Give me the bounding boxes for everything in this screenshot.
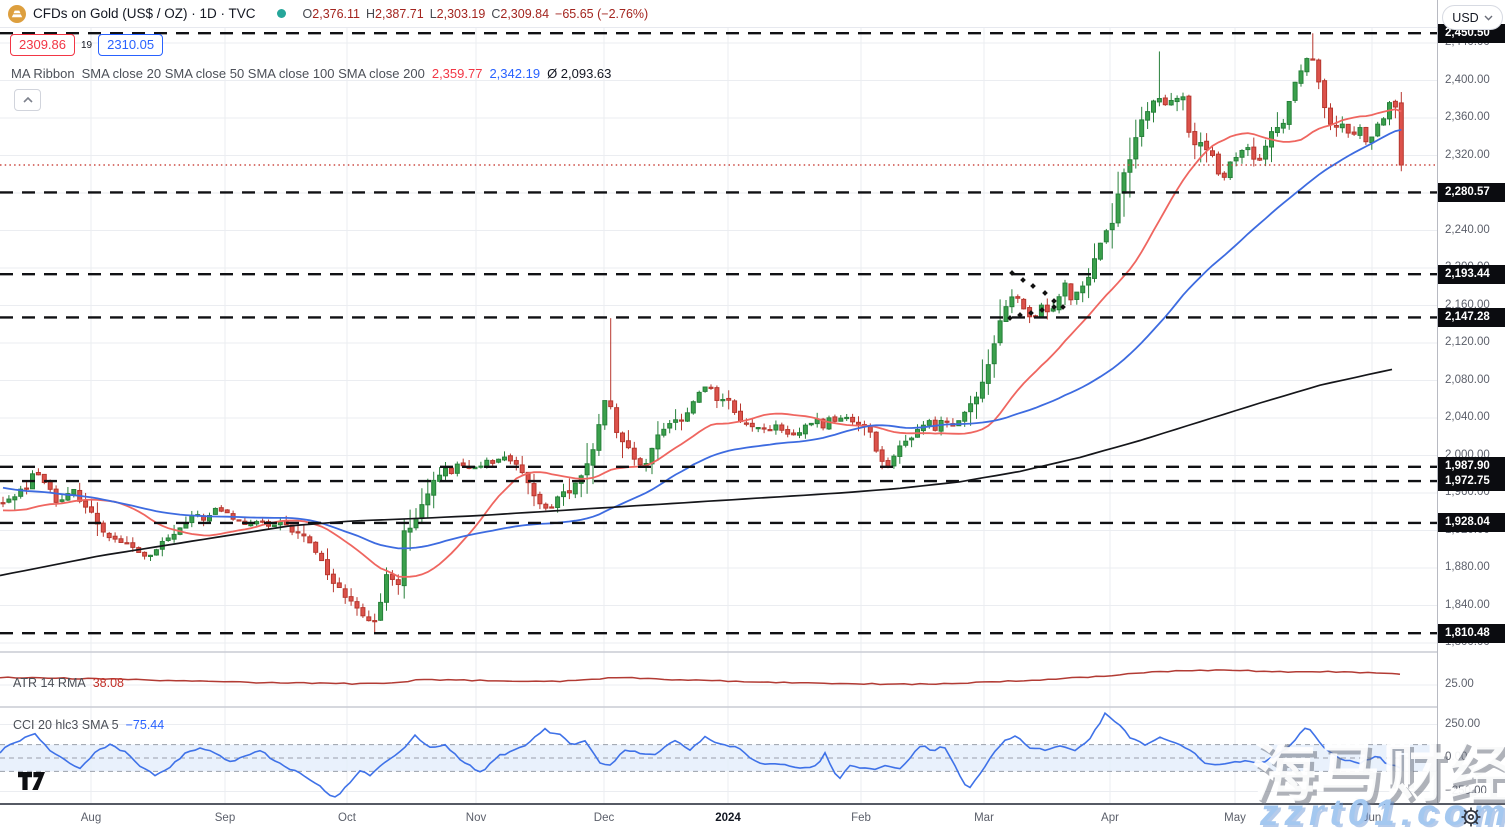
time-tick-feb: Feb (851, 812, 871, 824)
price-tick-label: 2,240.00 (1445, 223, 1490, 236)
atr-tick-label: 25.00 (1445, 678, 1474, 690)
time-tick-nov: Nov (465, 812, 487, 824)
price-level-badge[interactable]: 2,193.44 (1438, 264, 1505, 284)
chevron-up-icon (22, 97, 33, 103)
site-watermark-domain: zzrt01.com (1260, 792, 1505, 833)
time-tick-oct: Oct (338, 812, 356, 824)
ohlc-readout: O2,376.11 H2,387.71 L2,303.19 C2,309.84 … (302, 6, 649, 21)
price-tick-label: 2,160.00 (1445, 298, 1490, 311)
price-tick-label: 2,080.00 (1445, 373, 1490, 386)
price-tick-label: 2,400.00 (1445, 73, 1490, 86)
change-readout: −65.65 (−2.76%) (555, 6, 649, 21)
sma-average-value: Ø 2,093.63 (547, 66, 612, 81)
tradingview-logo-icon[interactable] (18, 772, 46, 791)
price-level-badge[interactable]: 2,147.28 (1438, 307, 1505, 327)
price-tick-label: 2,120.00 (1445, 336, 1490, 348)
price-tick-label: 2,040.00 (1445, 411, 1490, 423)
atr-line (0, 669, 1401, 686)
ma-ribbon-label: MA Ribbon (11, 66, 75, 81)
collapse-legend-button[interactable] (14, 89, 41, 111)
quote-row: 2309.86 19 2310.05 (10, 34, 164, 56)
time-tick-dec: Dec (593, 812, 615, 824)
cci-tick-label: 0.00 (1445, 751, 1468, 763)
price-axis[interactable]: USD 2,440.002,400.002,360.002,320.002,28… (1437, 0, 1505, 803)
sma-200-line (0, 368, 1393, 577)
time-tick-mar: Mar (974, 812, 994, 824)
annotation-dots (1007, 270, 1066, 321)
time-axis[interactable]: Aug Sep Oct Nov Dec 2024 Feb Mar Apr May Jun (0, 803, 1505, 833)
market-status-icon[interactable] (276, 9, 286, 18)
price-tick-label: 1,880.00 (1445, 561, 1490, 573)
price-level-badge[interactable]: 1,928.04 (1438, 513, 1505, 533)
ma-ribbon-params: SMA close 20 SMA close 50 SMA close 100 … (81, 66, 425, 81)
spread-value: 19 (81, 39, 93, 51)
currency-label: USD (1452, 10, 1479, 25)
cci-value: −75.44 (125, 718, 165, 732)
sma-50-line (2, 128, 1402, 550)
time-tick-jun: Jun (1362, 812, 1382, 824)
sma50-value: 2,342.19 (489, 66, 541, 81)
gold-symbol-icon[interactable] (8, 4, 26, 23)
price-level-badge[interactable]: 1,810.48 (1438, 623, 1505, 643)
price-tick-label: 1,840.00 (1445, 598, 1490, 611)
gear-icon[interactable] (1460, 806, 1482, 828)
price-chart-canvas[interactable] (0, 0, 1437, 803)
price-tick-label: 2,320.00 (1445, 148, 1490, 161)
cci-label: CCI 20 hlc3 SMA 5 (13, 718, 119, 732)
price-level-badge[interactable]: 2,280.57 (1438, 182, 1505, 202)
time-tick-apr: Apr (1101, 812, 1119, 824)
sma-20-line (2, 108, 1402, 578)
symbol-title[interactable]: CFDs on Gold (US$ / OZ) · 1D · TVC (33, 6, 256, 21)
atr-legend[interactable]: ATR 14 RMA 38.08 (13, 676, 124, 690)
time-tick-sep: Sep (214, 812, 236, 824)
currency-button[interactable]: USD (1442, 5, 1503, 30)
time-tick-aug: Aug (80, 812, 102, 824)
time-tick-2024: 2024 (715, 812, 741, 824)
grid-lines (0, 28, 1437, 803)
chevron-down-icon (1484, 15, 1493, 21)
price-level-lines[interactable] (0, 31, 1437, 635)
ma-ribbon-legend[interactable]: MA Ribbon SMA close 20 SMA close 50 SMA … (11, 66, 611, 81)
cci-band (0, 744, 1437, 772)
candlestick-series (0, 33, 1404, 634)
price-level-badge[interactable]: 1,972.75 (1438, 471, 1505, 491)
sma20-value: 2,359.77 (431, 66, 483, 81)
ask-badge[interactable]: 2310.05 (98, 34, 164, 56)
site-watermark-cjk: 海马财经 (1252, 737, 1505, 809)
cci-tick-label: −250.00 (1445, 784, 1487, 797)
atr-value: 38.08 (92, 676, 124, 690)
price-tick-label: 2,360.00 (1445, 111, 1490, 123)
cci-line (0, 711, 1401, 798)
atr-label: ATR 14 RMA (13, 676, 86, 690)
chart-header: CFDs on Gold (US$ / OZ) · 1D · TVC O2,37… (0, 0, 1437, 28)
cci-legend[interactable]: CCI 20 hlc3 SMA 5 −75.44 (13, 718, 164, 732)
time-tick-may: May (1224, 812, 1246, 824)
cci-tick-label: 250.00 (1445, 717, 1481, 730)
bid-badge[interactable]: 2309.86 (10, 34, 75, 56)
